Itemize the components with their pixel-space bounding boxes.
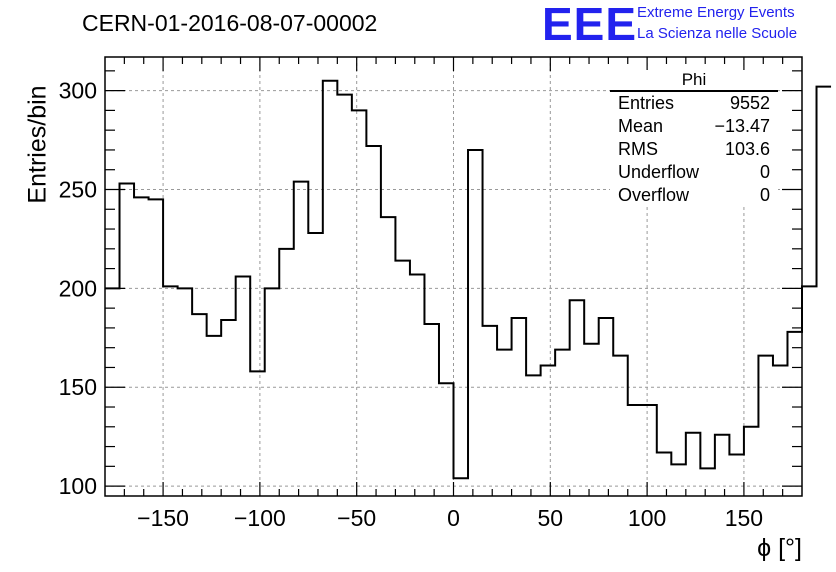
x-axis-label: ϕ [°]	[757, 534, 802, 562]
x-tick-label: 50	[538, 505, 564, 531]
x-tick-label: 100	[628, 505, 666, 531]
stats-label: RMS	[618, 139, 658, 159]
stats-title: Phi	[610, 70, 778, 92]
histogram-line	[105, 79, 832, 480]
axis-ticks	[105, 57, 802, 496]
stats-row: Overflow 0	[610, 184, 778, 207]
stats-value: 9552	[729, 93, 770, 113]
y-tick-label: 300	[59, 78, 97, 104]
stats-box: Phi Entries 9552 Mean −13.47 RMS 103.6 Underfl…	[610, 70, 778, 207]
plot-frame	[104, 56, 803, 497]
chart-title: CERN-01-2016-08-07-00002	[82, 10, 378, 36]
stats-label: Mean	[618, 116, 664, 136]
stats-row: Entries 9552	[610, 92, 778, 115]
stats-row: RMS 103.6	[610, 138, 778, 161]
y-axis-label: Entries/bin	[23, 85, 52, 204]
stats-value: −13.47	[714, 116, 770, 136]
x-tick-label: 0	[447, 505, 460, 531]
stats-value: 0	[759, 162, 770, 182]
stats-value: 0	[759, 185, 770, 205]
stats-row: Underflow 0	[610, 161, 778, 184]
y-tick-label: 200	[59, 275, 97, 301]
stats-label: Underflow	[618, 162, 700, 182]
stats-value: 103.6	[724, 139, 770, 159]
eee-logo-mark: EEE	[542, 0, 638, 50]
stats-label: Overflow	[618, 185, 690, 205]
y-tick-label: 100	[59, 473, 97, 499]
x-tick-label: −150	[137, 505, 189, 531]
stats-row: Mean −13.47	[610, 115, 778, 138]
y-tick-label: 250	[59, 176, 97, 202]
logo-line-1: Extreme Energy Events	[637, 4, 795, 21]
x-tick-label: −50	[337, 505, 376, 531]
logo-line-2: La Scienza nelle Scuole	[637, 25, 798, 42]
x-tick-label: 150	[725, 505, 763, 531]
x-tick-label: −100	[234, 505, 286, 531]
stats-rows: Entries 9552 Mean −13.47 RMS 103.6 Underflow 0 O…	[610, 92, 778, 207]
y-tick-label: 150	[59, 374, 97, 400]
tick-labels: −150 −100 −50 0 50 100 150 100 150 200 250 300	[59, 78, 763, 531]
stats-label: Entries	[618, 93, 675, 113]
